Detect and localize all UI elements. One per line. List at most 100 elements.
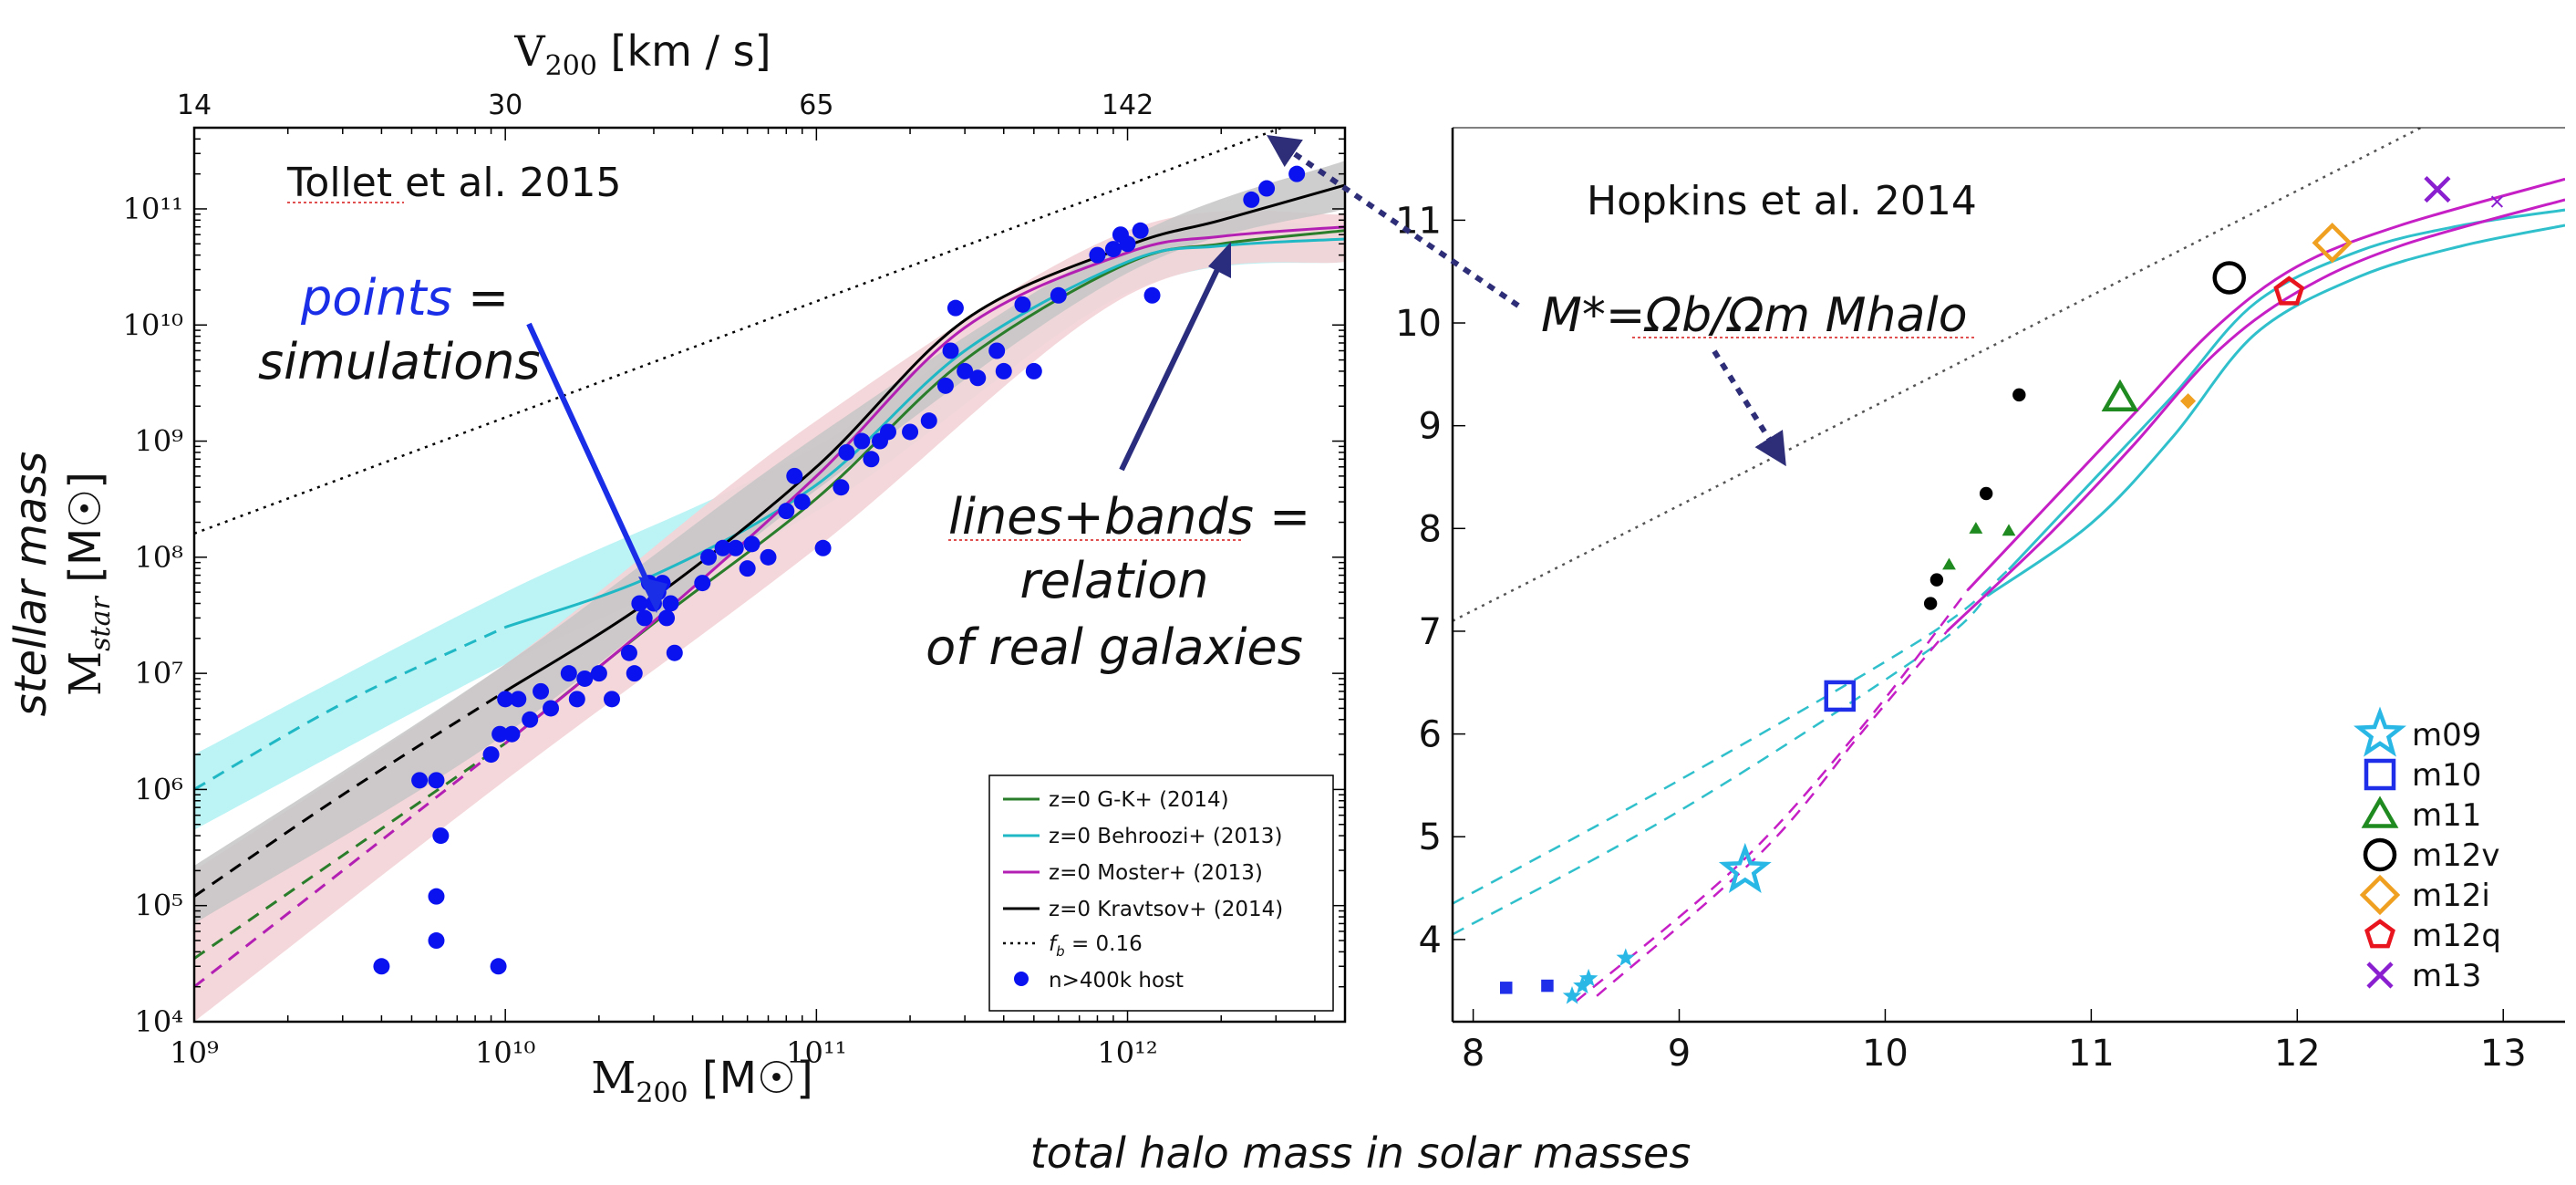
marker-m12v [2012, 388, 2026, 402]
legend-label-m09: m09 [2412, 717, 2481, 754]
sim-point [503, 725, 521, 743]
right-x-tick-label: 11 [2068, 1033, 2115, 1075]
marker-m09 [1578, 968, 1598, 987]
marker-m12q [2273, 275, 2305, 306]
top-tick-label: 30 [488, 89, 522, 121]
sim-point [658, 609, 676, 627]
sim-point [662, 595, 679, 612]
sim-point [786, 467, 803, 484]
sim-point [490, 958, 507, 975]
left-y-axis-label: Mstar [M☉] [60, 472, 117, 696]
legend-marker-m09 [2354, 706, 2406, 757]
sim-point [1132, 222, 1149, 239]
sim-point [510, 691, 527, 708]
sim-point [411, 772, 429, 789]
sim-point [560, 665, 577, 682]
sim-point [727, 539, 744, 556]
legend-label-m12i: m12i [2412, 878, 2490, 914]
y-tick-label: 10⁶ [134, 772, 183, 806]
sim-point [1119, 235, 1136, 253]
bottom-caption: total halo mass in solar masses [1030, 1128, 1691, 1178]
left-ticks: 10⁹ 10¹⁰ 10¹¹ 10¹² 10⁴ 10⁵ 10⁶ 10⁷ 10⁸ 10⁹ 10¹⁰ 10¹… [123, 89, 1346, 1070]
sim-point [743, 535, 760, 553]
baryon-formula: M*=Ωb/Ωm Mhalo [1541, 288, 1968, 343]
right-line-dashed-1 [1453, 594, 1990, 936]
sim-point [1243, 191, 1260, 208]
sim-point [482, 746, 500, 764]
sim-point [428, 932, 445, 950]
right-x-tick-label: 8 [1462, 1033, 1485, 1075]
points-arrow [526, 322, 659, 604]
left-x-axis-label: M200 [M☉] [591, 1053, 813, 1109]
sim-point [700, 548, 718, 566]
legend-label-m12v: m12v [2412, 837, 2500, 874]
x-tick-label: 10⁹ [170, 1035, 219, 1070]
legend-marker-m12q [2364, 919, 2395, 949]
right-y-tick-label: 9 [1419, 406, 1442, 448]
sim-point [793, 494, 811, 511]
line-dashed-2 [194, 742, 507, 988]
lines-arrowhead [1208, 242, 1231, 278]
right-y-tick-label: 6 [1419, 714, 1442, 756]
right-y-tick-label: 5 [1419, 816, 1442, 858]
line-solid-1 [504, 237, 1345, 629]
line-dashed-1 [194, 626, 506, 791]
band-2 [194, 161, 1345, 924]
y-tick-label: 10⁹ [134, 424, 183, 459]
marker-m10 [1541, 979, 1554, 993]
legend-moster-label: z=0 Moster+ (2013) [1049, 861, 1263, 885]
sim-point [576, 670, 594, 687]
y-tick-label: 10¹¹ [123, 192, 183, 226]
sim-point [568, 691, 585, 708]
top-axis-label: V200 [km / s] [513, 26, 771, 82]
marker-m09 [1562, 986, 1582, 1004]
right-line-solid-0 [2007, 208, 2565, 571]
legend-host-swatch [1014, 972, 1029, 986]
marker-m12v [1929, 573, 1944, 587]
y-tick-label: 10⁴ [134, 1004, 183, 1039]
sim-point [902, 423, 919, 441]
sim-point [1288, 165, 1306, 182]
marker-m12v [2212, 261, 2246, 295]
formula-arrow-right [1712, 349, 1786, 467]
y-tick-label: 10⁵ [134, 889, 183, 923]
legend-marker-m13 [2366, 962, 2394, 989]
sim-point [739, 560, 756, 577]
right-x-tick-label: 12 [2274, 1033, 2321, 1075]
legend-marker-m12i [2359, 874, 2401, 916]
right-lines [1453, 128, 2565, 1003]
x-tick-label: 10¹¹ [786, 1035, 846, 1070]
left-panel: 10⁹ 10¹⁰ 10¹¹ 10¹² 10⁴ 10⁵ 10⁶ 10⁷ 10⁸ 10⁹ 10¹⁰ 10¹… [5, 26, 1347, 1109]
right-x-tick-label: 10 [1862, 1033, 1909, 1075]
points-annotation: points = [300, 269, 509, 327]
right-points [1499, 175, 2503, 1004]
marker-m09 [1718, 842, 1772, 894]
marker-m09 [1616, 948, 1635, 966]
legend-marker-m10 [2364, 758, 2396, 791]
right-panel-title: Hopkins et al. 2014 [1587, 178, 1977, 224]
sim-point [620, 644, 637, 661]
right-x-tick-label: 13 [2480, 1033, 2527, 1075]
sim-point [626, 665, 643, 682]
right-y-tick-label: 10 [1395, 303, 1442, 345]
y-tick-label: 10⁷ [134, 656, 183, 691]
lines-arrow [1119, 258, 1225, 472]
sim-point [497, 691, 514, 708]
legend-label-m13: m13 [2412, 958, 2481, 994]
left-bands [194, 161, 1345, 1022]
sim-point [714, 539, 731, 556]
sim-point [604, 691, 621, 708]
right-line-solid-2 [1966, 177, 2565, 591]
sim-point [957, 362, 974, 379]
left-legend: z=0 G-K+ (2014) z=0 Behroozi+ (2013) z=0… [988, 774, 1334, 1012]
marker-m09 [1573, 975, 1592, 994]
right-y-tick-label: 4 [1419, 920, 1442, 962]
sim-point [814, 539, 832, 556]
sim-point [988, 342, 1006, 359]
sim-point [853, 432, 871, 450]
sim-point [428, 772, 445, 789]
sim-point [1014, 296, 1031, 313]
y-tick-label: 10⁸ [134, 540, 183, 575]
